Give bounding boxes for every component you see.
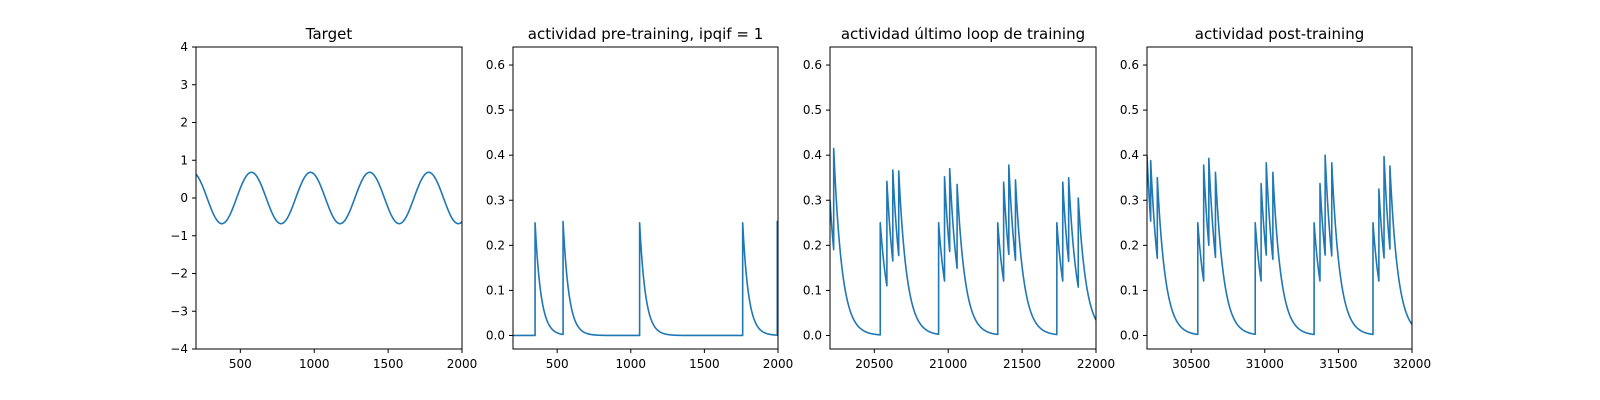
x-tick-label: 1000: [299, 357, 330, 371]
y-tick-label: −3: [170, 304, 188, 318]
axes-frame: [512, 46, 779, 350]
x-tick-label: 31500: [1319, 357, 1357, 371]
panel-2: 500 1000 1500 2000 0.0 0.1 0.2 0.3 0.4 0.5 0.6 acti…: [486, 25, 793, 371]
series-line-2: [513, 220, 778, 337]
y-tick-label: 2: [180, 116, 188, 130]
x-tick-label: 20500: [855, 357, 893, 371]
x-tick-label: 1000: [616, 357, 647, 371]
x-tick-label: 21500: [1003, 357, 1041, 371]
y-tick-label: 0.6: [486, 58, 505, 72]
y-tick-label: 0.0: [1120, 328, 1139, 342]
y-tick-label: 4: [180, 40, 188, 54]
axes-frame: [1146, 46, 1413, 350]
y-tick-label: 0.3: [1120, 193, 1139, 207]
y-tick-label: 0.4: [803, 148, 822, 162]
y-tick-label: −4: [170, 342, 188, 356]
y-tick-label: −1: [170, 229, 188, 243]
y-tick-label: 0.1: [1120, 283, 1139, 297]
y-tick-label: 0.5: [803, 103, 822, 117]
y-tick-label: 0.2: [803, 238, 822, 252]
x-tick-label: 2000: [447, 357, 478, 371]
series-line-3: [830, 147, 1096, 336]
y-tick-label: 0.2: [1120, 238, 1139, 252]
axes-frame: [829, 46, 1097, 350]
y-tick-label: 0.6: [803, 58, 822, 72]
y-tick-label: 0.1: [486, 283, 505, 297]
y-tick-label: 0.6: [1120, 58, 1139, 72]
x-tick-label: 500: [546, 357, 569, 371]
chart-title: actividad último loop de training: [841, 25, 1085, 43]
y-tick-label: 0.0: [486, 328, 505, 342]
y-tick-label: 0: [180, 191, 188, 205]
chart-title: Target: [305, 25, 353, 43]
x-tick-label: 2000: [763, 357, 794, 371]
y-tick-label: −2: [170, 267, 188, 281]
x-tick-label: 1500: [373, 357, 404, 371]
chart-title: actividad post-training: [1195, 25, 1364, 43]
x-tick-label: 32000: [1393, 357, 1431, 371]
y-tick-label: 0.1: [803, 283, 822, 297]
y-tick-label: 0.5: [1120, 103, 1139, 117]
y-tick-label: 0.4: [1120, 148, 1139, 162]
series-line-1: [196, 171, 462, 225]
x-tick-label: 500: [229, 357, 252, 371]
series-line-4: [1147, 154, 1412, 336]
y-tick-label: 1: [180, 153, 188, 167]
y-tick-label: 0.5: [486, 103, 505, 117]
panel-3: 20500 21000 21500 22000 0.0 0.1 0.2 0.3 0.4 0.5 0.…: [803, 25, 1115, 371]
panel-1: 500 1000 1500 2000 −4 −3 −2 −1 0 1 2 3 4 Target: [170, 25, 477, 371]
y-tick-label: 0.4: [486, 148, 505, 162]
chart-title: actividad pre-training, ipqif = 1: [528, 25, 764, 43]
y-tick-label: 0.3: [486, 193, 505, 207]
x-tick-label: 31000: [1246, 357, 1284, 371]
x-tick-label: 21000: [929, 357, 967, 371]
x-tick-label: 30500: [1172, 357, 1210, 371]
x-tick-label: 22000: [1077, 357, 1115, 371]
panel-4: 30500 31000 31500 32000 0.0 0.1 0.2 0.3 0.4 0.5 0.…: [1120, 25, 1431, 371]
y-tick-label: 3: [180, 78, 188, 92]
x-tick-label: 1500: [689, 357, 720, 371]
y-tick-label: 0.0: [803, 328, 822, 342]
y-tick-label: 0.3: [803, 193, 822, 207]
y-tick-label: 0.2: [486, 238, 505, 252]
